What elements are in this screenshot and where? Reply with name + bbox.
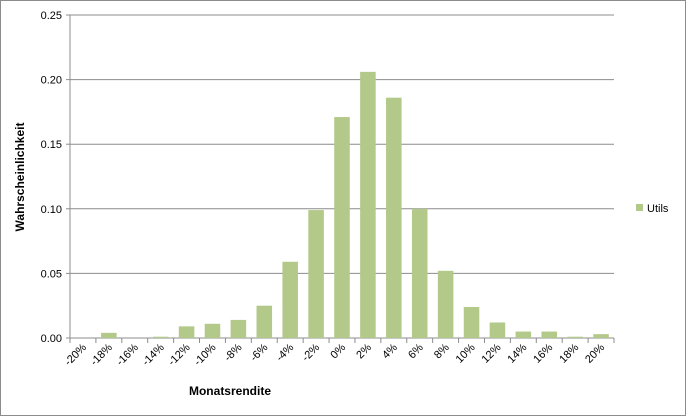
bar <box>489 322 506 338</box>
bar <box>567 336 583 338</box>
legend-swatch <box>636 204 643 211</box>
bar <box>515 331 532 338</box>
bar <box>282 261 298 338</box>
bar <box>230 319 247 338</box>
bar <box>437 270 454 338</box>
bar <box>308 210 324 338</box>
bar <box>593 334 609 338</box>
y-tick-label: 0.10 <box>41 204 62 216</box>
bar <box>411 208 428 338</box>
bar <box>101 332 117 338</box>
y-tick-label: 0.20 <box>41 75 62 87</box>
y-tick-label: 0.25 <box>41 10 62 22</box>
bar <box>541 331 558 338</box>
y-tick-label: 0.00 <box>41 333 62 345</box>
legend-label: Utils <box>647 203 669 215</box>
bar <box>178 326 195 338</box>
bar <box>204 323 221 338</box>
bar <box>463 306 480 338</box>
bar <box>256 305 273 338</box>
bar <box>152 336 169 338</box>
y-tick-label: 0.05 <box>41 268 62 280</box>
y-tick-label: 0.15 <box>41 139 62 151</box>
y-axis-label: Wahrscheinlichkeit <box>13 123 27 232</box>
bar <box>386 97 402 338</box>
bar <box>360 71 376 339</box>
bar <box>334 117 350 339</box>
x-axis-label: Monatsrendite <box>189 384 271 398</box>
